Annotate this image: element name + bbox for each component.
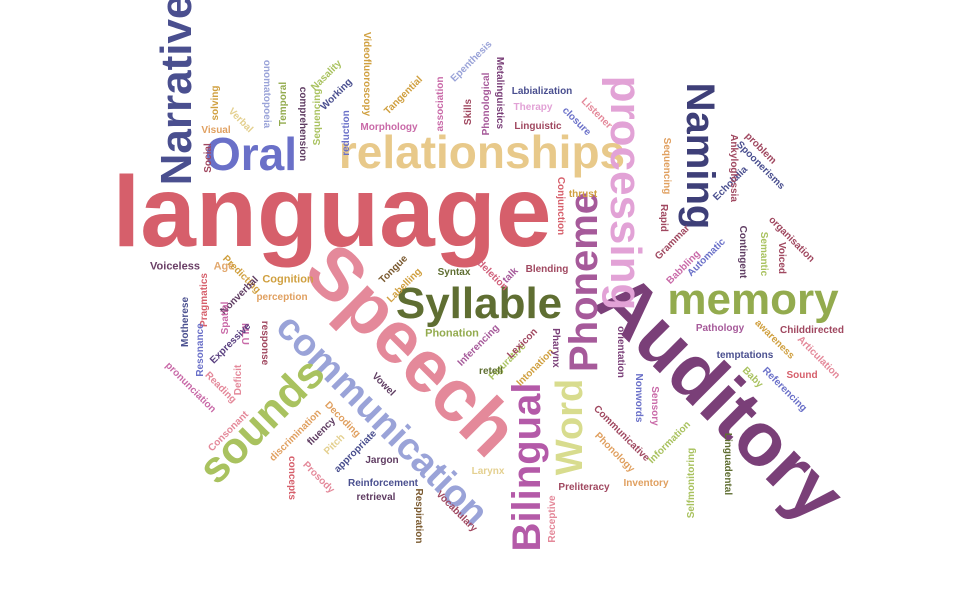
cloud-word-selfmonitoring: Selfmonitoring — [686, 447, 697, 519]
cloud-word-linguistic: Linguistic — [514, 121, 562, 132]
cloud-word-tangential: Tangential — [382, 74, 425, 117]
cloud-word-response: response — [259, 320, 270, 366]
cloud-word-thrust: thrust — [568, 189, 598, 200]
cloud-word-phonological: Phonological — [481, 72, 492, 136]
cloud-word-nonwords: Nonwords — [633, 373, 644, 423]
cloud-word-voiced: Voiced — [776, 241, 787, 275]
cloud-word-sequencing: Sequencing — [312, 88, 323, 146]
cloud-word-metalinguistics: Metalinguistics — [494, 56, 505, 130]
cloud-word-word: Word — [549, 378, 591, 476]
cloud-word-orientation: orientation — [615, 326, 626, 378]
cloud-word-relationships: relationships — [338, 126, 626, 178]
cloud-word-phoneme: Phoneme — [562, 191, 606, 373]
cloud-word-retrieval: retrieval — [356, 492, 396, 503]
cloud-word-language: language — [112, 156, 552, 268]
cloud-word-comprehension: comprehension — [297, 86, 308, 162]
cloud-word-pitch: Pitch — [322, 432, 348, 458]
cloud-word-solving: solving — [210, 85, 221, 121]
cloud-word-sound: Sound — [786, 370, 818, 381]
cloud-word-prosody: Prosody — [300, 459, 337, 496]
cloud-word-perception: perception — [256, 292, 308, 303]
cloud-word-labialization: Labialization — [511, 86, 573, 97]
cloud-word-naming: Naming — [678, 82, 722, 230]
cloud-word-syntax: Syntax — [437, 267, 471, 278]
cloud-word-association: association — [435, 76, 446, 132]
cloud-word-motherese: Motherese — [180, 296, 191, 348]
cloud-word-receptive: Receptive — [547, 495, 558, 543]
cloud-word-sequencing-2: Sequencing — [661, 137, 672, 195]
cloud-word-syllable: Syllable — [395, 279, 563, 328]
cloud-word-phonation: Phonation — [425, 327, 479, 340]
cloud-word-reduction: reduction — [341, 110, 352, 156]
cloud-word-age: Age — [213, 260, 235, 273]
cloud-word-reinforcement: Reinforcement — [347, 478, 419, 489]
cloud-word-skills: Skills — [463, 98, 474, 126]
cloud-word-blending: Blending — [525, 264, 569, 275]
cloud-word-conjunction: Conjunction — [555, 176, 566, 236]
cloud-word-cognition: Cognition — [262, 273, 314, 286]
cloud-word-visual: Visual — [201, 125, 231, 136]
cloud-word-pathology: Pathology — [695, 323, 745, 334]
cloud-word-pharynx: Pharynx — [550, 328, 561, 368]
cloud-word-respiration: Respiration — [413, 488, 424, 544]
cloud-word-childdirected: Childdirected — [780, 325, 844, 336]
cloud-word-larynx: Larynx — [471, 466, 505, 477]
cloud-word-sensory: Sensory — [649, 386, 660, 426]
cloud-word-videofluoroscopy: Videofluoroscopy — [361, 31, 372, 117]
cloud-word-narrative: Narrative — [152, 0, 201, 186]
cloud-word-oral: Oral — [204, 128, 298, 180]
cloud-word-pragmatics: Pragmatics — [199, 273, 210, 327]
cloud-word-memory: memory — [667, 275, 839, 324]
cloud-word-morphology: Morphology — [360, 122, 418, 133]
cloud-word-pronunciation: pronunciation — [162, 360, 218, 416]
cloud-word-jargon: Jargon — [365, 455, 399, 466]
cloud-word-lexicon: Lexicon — [505, 326, 540, 361]
cloud-word-contingent: Contingent — [737, 225, 748, 279]
cloud-word-onomatopoeia: onomatopoeia — [261, 59, 272, 129]
cloud-word-temporal: Temporal — [278, 81, 289, 127]
cloud-word-therapy: Therapy — [513, 102, 553, 113]
cloud-word-rapid: Rapid — [658, 204, 669, 232]
cloud-word-retell: retell — [479, 366, 503, 377]
cloud-word-concepts: concepts — [286, 456, 297, 500]
cloud-word-resonance: Resonance — [195, 323, 206, 377]
cloud-word-preliteracy: Preliteracy — [558, 482, 610, 493]
cloud-word-spatial: Spatial — [220, 301, 231, 335]
cloud-word-linguadental: Linguadental — [722, 432, 733, 496]
cloud-word-bilingual: Bilingual — [505, 382, 549, 552]
cloud-word-inventory: Inventory — [623, 478, 669, 489]
cloud-word-processing: processing — [601, 75, 650, 311]
cloud-word-organisation: organisation — [766, 214, 817, 265]
cloud-word-social: Social — [203, 143, 214, 173]
cloud-word-deficit: Deficit — [233, 364, 244, 396]
cloud-word-voiceless: Voiceless — [150, 260, 200, 273]
cloud-word-temptations: temptations — [716, 350, 774, 361]
cloud-word-semantic: Semantic — [758, 231, 769, 277]
